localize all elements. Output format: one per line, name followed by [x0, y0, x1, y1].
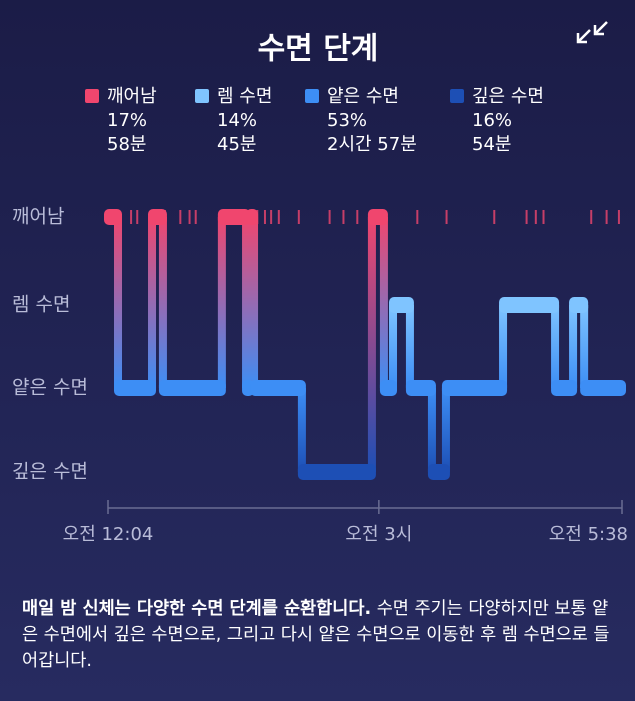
stage-transition	[405, 305, 414, 388]
stage-transition	[246, 217, 255, 388]
brief-wake	[163, 210, 166, 224]
stage-segment	[499, 297, 560, 313]
stage-transition	[114, 217, 123, 388]
legend-swatch	[450, 89, 464, 103]
stage-segment	[158, 380, 226, 396]
stage-transition	[250, 217, 259, 388]
y-tick-label: 깨어남	[12, 206, 64, 228]
legend-duration: 45분	[217, 134, 256, 155]
stage-segment	[297, 464, 376, 480]
brief-wake	[263, 210, 266, 224]
stage-transition	[158, 217, 167, 388]
stage-segment	[551, 380, 578, 396]
legend-name: 깊은 수면	[472, 86, 544, 107]
stage-segment	[217, 209, 251, 225]
collapse-icon[interactable]	[576, 21, 608, 44]
y-tick-label: 렘 수면	[12, 294, 70, 316]
legend-duration: 54분	[472, 134, 511, 155]
brief-wake	[188, 210, 191, 224]
legend-name: 렘 수면	[217, 86, 272, 107]
stage-transition	[427, 388, 436, 472]
x-tick-label: 오전 12:04	[63, 524, 154, 545]
brief-wake	[297, 210, 300, 224]
legend-swatch	[85, 89, 99, 103]
chart-title: 수면 단계	[258, 32, 379, 67]
brief-wake	[534, 210, 537, 224]
description-bold: 매일 밤 신체는 다양한 수면 단계를 순환합니다.	[22, 599, 372, 619]
stage-segment	[389, 297, 414, 313]
brief-wake	[493, 210, 496, 224]
brief-wake	[130, 210, 133, 224]
brief-wake	[136, 210, 139, 224]
legend-duration: 58분	[107, 134, 146, 155]
stage-transition	[580, 305, 589, 388]
brief-wake	[416, 210, 419, 224]
legend-swatch	[305, 89, 319, 103]
stage-segment	[250, 380, 306, 396]
brief-wake	[605, 210, 608, 224]
brief-wake	[356, 210, 359, 224]
stage-transition	[551, 305, 560, 388]
x-tick-label: 오전 5:38	[549, 524, 628, 545]
y-tick-label: 얕은 수면	[12, 377, 88, 399]
stage-transition	[499, 305, 508, 388]
legend-percent: 17%	[107, 110, 147, 131]
x-tick-label: 오전 3시	[345, 524, 412, 545]
brief-wake	[617, 210, 620, 224]
y-tick-label: 깊은 수면	[12, 461, 88, 483]
legend-name: 깨어남	[107, 86, 157, 107]
stage-transition	[148, 217, 157, 388]
brief-wake	[270, 210, 273, 224]
brief-wake	[328, 210, 331, 224]
stage-transition	[379, 217, 388, 388]
stage-transition	[441, 388, 450, 472]
brief-wake	[194, 210, 197, 224]
stage-segment	[148, 209, 167, 225]
stage-segment	[104, 209, 123, 225]
stage-segment	[379, 380, 398, 396]
stage-segment	[114, 380, 157, 396]
legend-swatch	[195, 89, 209, 103]
brief-wake	[542, 210, 545, 224]
brief-wake	[277, 210, 280, 224]
legend-percent: 16%	[472, 110, 512, 131]
legend-percent: 14%	[217, 110, 257, 131]
stage-transition	[569, 305, 578, 388]
stage-segment	[405, 380, 436, 396]
brief-wake	[342, 210, 345, 224]
stage-segment	[580, 380, 626, 396]
brief-wake	[256, 210, 259, 224]
stage-segment	[367, 209, 388, 225]
brief-wake	[590, 210, 593, 224]
stage-transition	[297, 388, 306, 472]
stage-segment	[441, 380, 508, 396]
stage-transition	[217, 217, 226, 388]
stage-transition	[389, 305, 398, 388]
brief-wake	[525, 210, 528, 224]
description: 매일 밤 신체는 다양한 수면 단계를 순환합니다. 수면 주기는 다양하지만 …	[22, 596, 612, 674]
legend-percent: 53%	[327, 110, 367, 131]
legend-duration: 2시간 57분	[327, 134, 417, 155]
brief-wake	[179, 210, 182, 224]
stage-segment	[569, 297, 589, 313]
stage-segment	[246, 209, 259, 225]
stage-transition	[242, 217, 251, 388]
legend-name: 얕은 수면	[327, 86, 399, 107]
stage-transition	[367, 217, 376, 472]
brief-wake	[445, 210, 448, 224]
description-text: 수면 주기는 다양하지만 보통 얕은 수면에서 깊은 수면으로, 그리고 다시 …	[22, 599, 610, 671]
stage-segment	[427, 464, 450, 480]
